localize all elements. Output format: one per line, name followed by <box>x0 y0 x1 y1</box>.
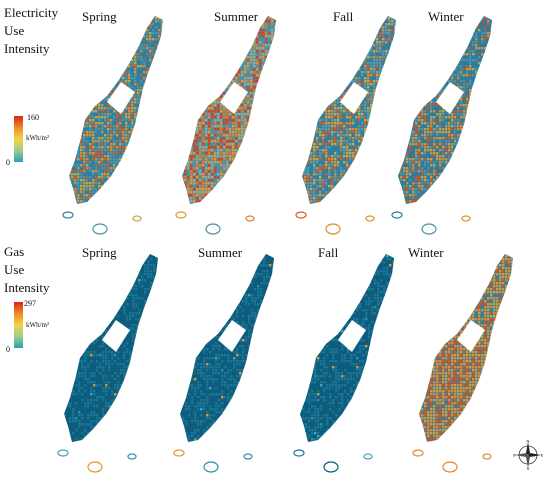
small-island <box>245 215 255 222</box>
gas-legend-min: 0 <box>6 345 10 354</box>
small-island <box>87 461 103 473</box>
electricity-spring-label: Spring <box>82 9 117 24</box>
central-park-void <box>218 320 246 352</box>
central-park-void <box>338 320 366 352</box>
electricity-spring-map <box>62 16 163 235</box>
electricity-summer-label: Summer <box>214 9 259 24</box>
electricity-legend-colorbar <box>14 116 23 162</box>
electricity-winter-label: Winter <box>428 9 464 24</box>
small-island <box>57 449 69 457</box>
electricity-title-line-1: Electricity <box>4 5 59 20</box>
small-island <box>92 223 108 235</box>
electricity-title: Electricity Use Intensity <box>4 4 58 58</box>
small-island <box>132 215 142 222</box>
central-park-void <box>107 82 135 114</box>
central-park-void <box>340 82 368 114</box>
gas-legend-max: 297 <box>24 299 36 308</box>
small-island <box>461 215 471 222</box>
gas-spring-label: Spring <box>82 245 117 260</box>
small-island <box>363 453 373 460</box>
gas-title-line-2: Use <box>4 262 25 277</box>
compass-rose-icon: N S W E <box>513 440 543 470</box>
small-island <box>127 453 137 460</box>
gas-fall-map <box>293 254 394 473</box>
compass-e: E <box>541 453 543 458</box>
gas-title-line-1: Gas <box>4 244 25 259</box>
compass-s: S <box>527 466 530 470</box>
gas-winter-map <box>412 254 513 473</box>
gas-title-line-3: Intensity <box>4 280 50 295</box>
gas-legend-unit: kWh/m² <box>26 321 50 329</box>
gas-summer-map <box>173 254 274 473</box>
gas-legend-colorbar <box>14 302 23 348</box>
small-island <box>391 211 403 219</box>
small-island <box>295 211 307 219</box>
compass-n: N <box>527 440 530 444</box>
gas-summer-label: Summer <box>198 245 243 260</box>
central-park-void <box>102 320 130 352</box>
electricity-legend-max: 160 <box>27 113 39 122</box>
small-island <box>205 223 221 235</box>
small-island <box>293 449 305 457</box>
compass-w: W <box>513 453 516 458</box>
electricity-summer-map <box>175 16 276 235</box>
electricity-winter-map <box>391 16 492 235</box>
small-island <box>173 449 185 457</box>
central-park-void <box>457 320 485 352</box>
small-island <box>421 223 437 235</box>
electricity-fall-label: Fall <box>333 9 354 24</box>
central-park-void <box>436 82 464 114</box>
electricity-title-line-3: Intensity <box>4 41 50 56</box>
gas-winter-label: Winter <box>408 245 444 260</box>
small-island <box>203 461 219 473</box>
electricity-fall-map <box>295 16 396 235</box>
small-island <box>325 223 341 235</box>
small-island <box>175 211 187 219</box>
electricity-title-line-2: Use <box>4 23 25 38</box>
small-island <box>482 453 492 460</box>
electricity-legend-unit: kWh/m² <box>26 134 50 142</box>
small-island <box>323 461 339 473</box>
gas-title: Gas Use Intensity <box>4 243 50 297</box>
small-island <box>412 449 424 457</box>
gas-fall-label: Fall <box>318 245 339 260</box>
small-island <box>243 453 253 460</box>
small-island <box>442 461 458 473</box>
small-island <box>62 211 74 219</box>
small-island <box>365 215 375 222</box>
gas-spring-map <box>57 254 158 473</box>
central-park-void <box>220 82 248 114</box>
electricity-legend-min: 0 <box>6 158 10 167</box>
